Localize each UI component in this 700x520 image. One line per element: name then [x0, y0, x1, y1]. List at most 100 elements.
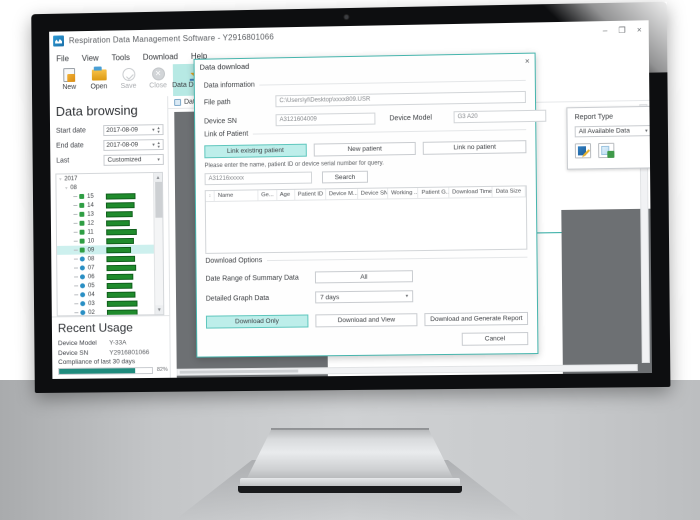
- tree-item-label: 09: [87, 246, 95, 253]
- start-date-input[interactable]: 2017-08-09 ▾ ▲ ▼: [103, 124, 164, 137]
- date-range-button[interactable]: All: [314, 270, 414, 284]
- patient-search-input[interactable]: A31216xxxxx: [204, 171, 313, 186]
- start-date-value: 2017-08-09: [106, 126, 138, 134]
- link-no-patient-button[interactable]: Link no patient: [423, 140, 527, 155]
- file-path-label: File path: [203, 98, 231, 106]
- last-row: Last Customized ▾: [50, 152, 168, 169]
- download-and-generate-report-button[interactable]: Download and Generate Report: [424, 311, 529, 327]
- date-tree[interactable]: ▿2017▿08151413121110090807060504030201▿0…: [55, 171, 165, 317]
- maximize-button[interactable]: ❐: [618, 25, 626, 35]
- edit-report-icon[interactable]: [574, 143, 592, 159]
- download-and-view-button[interactable]: Download and View: [314, 313, 418, 328]
- table-column-header[interactable]: Download Time: [448, 186, 493, 198]
- toolbar-save-button[interactable]: Save: [113, 65, 143, 97]
- menu-file[interactable]: File: [56, 53, 69, 63]
- toolbar-new-button[interactable]: New: [54, 66, 84, 98]
- table-column-header[interactable]: Device SN: [357, 188, 389, 199]
- toolbar-close-button[interactable]: Close: [143, 64, 173, 96]
- menu-view[interactable]: View: [81, 53, 99, 63]
- recent-usage-title: Recent Usage: [57, 320, 133, 336]
- tree-day-item[interactable]: 02: [58, 307, 155, 315]
- tree-usage-bar: [105, 210, 133, 217]
- tree-day-marker-icon: [79, 247, 85, 253]
- export-report-icon[interactable]: [598, 142, 615, 159]
- download-only-button[interactable]: Download Only: [205, 314, 309, 329]
- scroll-down-button[interactable]: ▼: [155, 305, 164, 315]
- download-options-header: Download Options: [205, 254, 528, 265]
- tree-connector: [73, 204, 78, 207]
- compliance-percent: 82%: [156, 366, 168, 373]
- tree-day-marker-icon: [79, 274, 85, 280]
- tree-usage-bar: [105, 192, 136, 200]
- link-existing-patient-button[interactable]: Link existing patient: [204, 143, 307, 159]
- new-patient-button[interactable]: New patient: [313, 141, 417, 157]
- tree-connector: [74, 303, 79, 305]
- tree-connector: [73, 196, 78, 198]
- table-column-header[interactable]: Data Size: [492, 186, 526, 197]
- chevron-down-icon: ▾: [405, 293, 409, 300]
- compliance-label: Compliance of last 30 days: [58, 358, 136, 367]
- table-column-header[interactable]: Working ...: [388, 187, 419, 199]
- date-tree-scrollbar[interactable]: ▲ ▼: [153, 172, 164, 315]
- new-document-icon: [62, 67, 77, 83]
- close-button[interactable]: ×: [636, 24, 642, 35]
- main-hscroll-thumb[interactable]: [179, 369, 299, 374]
- device-sn-row: Device SN A3121604009 Device Model G3 A2…: [204, 109, 547, 127]
- tree-day-marker-icon: [79, 238, 85, 244]
- scrollbar-thumb[interactable]: [155, 181, 163, 218]
- table-column-header[interactable]: ↕: [205, 191, 215, 202]
- tree-item-label: 10: [87, 237, 95, 245]
- tree-item-label: 04: [88, 291, 95, 298]
- patient-results-table[interactable]: ↕ Name Ge... Age Patient ID Device M... Device…: [204, 185, 528, 254]
- tree-connector: [74, 276, 79, 278]
- tree-day-marker-icon: [79, 211, 85, 217]
- table-column-header[interactable]: Patient ID: [294, 189, 326, 200]
- dialog-close-button[interactable]: ×: [524, 56, 530, 66]
- tree-item-label: 05: [87, 282, 95, 289]
- toolbar-save-label: Save: [120, 82, 137, 91]
- end-date-input[interactable]: 2017-08-09 ▾ ▲ ▼: [103, 139, 164, 151]
- end-date-stepper[interactable]: ▲ ▼: [156, 139, 161, 149]
- save-check-icon: [121, 67, 136, 82]
- chevron-down-icon: ▾: [645, 127, 648, 134]
- monitor-stand-base-edge: [238, 486, 462, 493]
- open-folder-icon: [91, 67, 107, 82]
- report-type-dropdown[interactable]: All Available Data ▾: [574, 125, 652, 138]
- sidebar: Data browsing Start date 2017-08-09 ▾ ▲ ▼…: [49, 96, 171, 379]
- tree-usage-bar: [106, 300, 138, 307]
- report-action-buttons: [574, 142, 652, 159]
- tree-day-marker-icon: [80, 301, 86, 307]
- menu-download[interactable]: Download: [142, 51, 179, 62]
- detailed-graph-label: Detailed Graph Data: [205, 294, 270, 303]
- scroll-up-button[interactable]: ▲: [154, 172, 163, 182]
- table-column-header[interactable]: Patient G...: [418, 187, 450, 198]
- last-label: Last: [56, 157, 70, 165]
- window-title: Respiration Data Management Software - Y…: [68, 32, 274, 46]
- table-column-header[interactable]: Ge...: [258, 190, 277, 201]
- device-model-input[interactable]: G3 A20: [453, 109, 547, 124]
- start-date-stepper[interactable]: ▲ ▼: [156, 125, 161, 134]
- link-of-patient-group: Link of Patient Link existing patient Ne…: [204, 126, 528, 254]
- tree-item-label: 02: [88, 309, 95, 316]
- data-download-dialog: Data download × Data information File pa…: [193, 52, 547, 358]
- table-column-header[interactable]: Age: [276, 189, 295, 201]
- table-column-header[interactable]: Device M...: [325, 188, 358, 200]
- table-column-header[interactable]: Name: [214, 190, 259, 201]
- file-path-input[interactable]: C:\Users\yl\Desktop\xxxx809.USR: [275, 90, 526, 108]
- toolbar-open-button[interactable]: Open: [84, 65, 114, 97]
- patient-search-button[interactable]: Search: [321, 170, 369, 184]
- last-dropdown[interactable]: Customized ▾: [103, 153, 164, 166]
- tree-connector: [73, 258, 78, 260]
- tree-item-label: 08: [87, 255, 95, 262]
- detailed-graph-dropdown[interactable]: 7 days ▾: [315, 290, 414, 304]
- minimize-button[interactable]: –: [602, 25, 608, 35]
- tree-day-marker-icon: [79, 202, 85, 208]
- toolbar-close-label: Close: [149, 82, 168, 90]
- toolbar-new-label: New: [62, 83, 77, 92]
- report-type-value: All Available Data: [578, 127, 630, 136]
- menu-tools[interactable]: Tools: [111, 52, 131, 62]
- cancel-button[interactable]: Cancel: [461, 332, 529, 346]
- device-sn-input[interactable]: A3121604009: [275, 112, 376, 127]
- patient-search-row: A31216xxxxx Search: [204, 168, 527, 186]
- tree-item-label: 13: [87, 211, 94, 218]
